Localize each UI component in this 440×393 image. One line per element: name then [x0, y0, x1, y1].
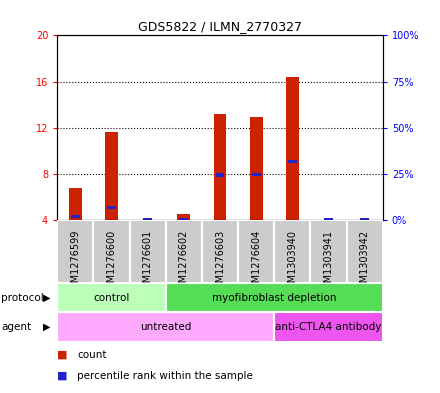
Text: control: control: [93, 293, 130, 303]
Bar: [166, 283, 383, 312]
Text: GSM1303941: GSM1303941: [323, 230, 334, 294]
Text: GSM1276603: GSM1276603: [215, 230, 225, 295]
Bar: [288, 160, 297, 163]
Text: GSM1276601: GSM1276601: [143, 230, 153, 295]
Bar: [360, 218, 369, 221]
Bar: [93, 220, 129, 283]
Bar: [286, 77, 299, 220]
Text: count: count: [77, 350, 106, 360]
Text: ■: ■: [57, 350, 68, 360]
Bar: [177, 214, 190, 220]
Text: GSM1276604: GSM1276604: [251, 230, 261, 295]
Bar: [347, 220, 383, 283]
Text: ▶: ▶: [43, 293, 51, 303]
Text: untreated: untreated: [140, 322, 191, 332]
Bar: [252, 173, 260, 176]
Text: GSM1276602: GSM1276602: [179, 230, 189, 295]
Text: protocol: protocol: [1, 293, 44, 303]
Bar: [143, 218, 152, 221]
Bar: [69, 188, 82, 220]
Bar: [324, 218, 333, 221]
Bar: [250, 118, 263, 220]
Bar: [216, 173, 224, 177]
Bar: [57, 283, 166, 312]
Bar: [202, 220, 238, 283]
Text: myofibroblast depletion: myofibroblast depletion: [212, 293, 337, 303]
Text: ▶: ▶: [43, 322, 51, 332]
Bar: [274, 220, 311, 283]
Bar: [107, 206, 116, 209]
Text: agent: agent: [1, 322, 31, 332]
Text: ■: ■: [57, 371, 68, 381]
Bar: [166, 220, 202, 283]
Bar: [238, 220, 274, 283]
Bar: [214, 114, 226, 220]
Text: GSM1303942: GSM1303942: [360, 230, 370, 295]
Bar: [57, 312, 274, 342]
Bar: [105, 132, 118, 220]
Bar: [180, 218, 188, 221]
Text: anti-CTLA4 antibody: anti-CTLA4 antibody: [275, 322, 382, 332]
Bar: [311, 220, 347, 283]
Bar: [129, 220, 166, 283]
Title: GDS5822 / ILMN_2770327: GDS5822 / ILMN_2770327: [138, 20, 302, 33]
Text: GSM1276600: GSM1276600: [106, 230, 117, 295]
Text: percentile rank within the sample: percentile rank within the sample: [77, 371, 253, 381]
Bar: [274, 312, 383, 342]
Text: GSM1303940: GSM1303940: [287, 230, 297, 294]
Bar: [57, 220, 93, 283]
Text: GSM1276599: GSM1276599: [70, 230, 80, 295]
Bar: [71, 215, 80, 218]
